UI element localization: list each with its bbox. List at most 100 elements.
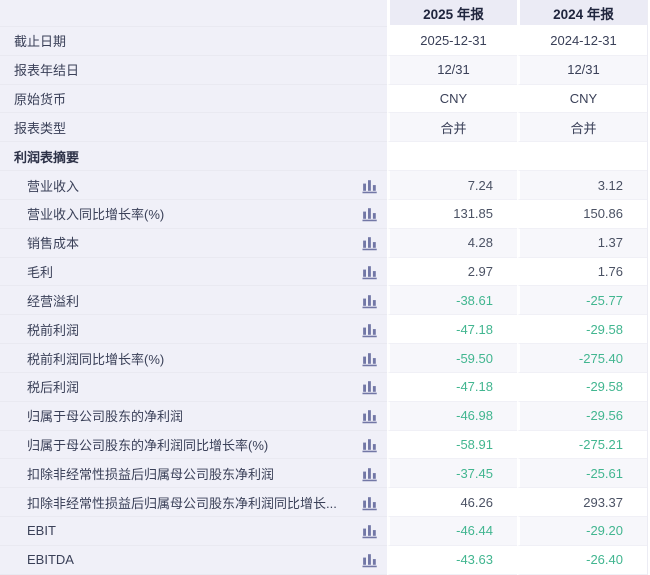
cell-value: -59.50	[456, 350, 493, 366]
bar-chart-icon[interactable]	[361, 234, 378, 251]
cell-value: CNY	[569, 91, 598, 107]
bar-chart-icon[interactable]	[361, 321, 378, 338]
value-cell-2025: -59.50	[387, 344, 517, 373]
row-label: 归属于母公司股东的净利润同比增长率(%)	[27, 438, 269, 453]
cell-value: 131.85	[453, 206, 493, 222]
cell-value: 3.12	[597, 177, 623, 193]
row-label: EBIT	[27, 523, 56, 539]
row-label-cell: 毛利	[0, 257, 387, 287]
table-row: 营业收入同比增长率(%) 131.85 150.86	[0, 199, 650, 229]
table-row: EBIT -46.44 -29.20	[0, 517, 650, 546]
header-spacer	[647, 0, 650, 27]
row-label-cell: EBITDA	[0, 545, 387, 575]
column-header-label: 2025 年报	[423, 6, 484, 22]
value-cell-2024: -29.20	[517, 517, 647, 546]
row-spacer	[647, 315, 650, 345]
cell-value: 12/31	[437, 62, 470, 78]
row-label: 原始货币	[14, 92, 67, 108]
row-label: 税前利润同比增长率(%)	[27, 351, 165, 367]
value-cell-2024: 150.86	[517, 199, 647, 229]
value-cell-2024: -29.56	[517, 401, 647, 431]
cell-value: -25.77	[586, 292, 623, 308]
value-cell-2025: 7.24	[387, 171, 517, 200]
cell-value: 合并	[570, 120, 597, 136]
row-label-cell: 原始货币	[0, 84, 387, 114]
row-label-cell: 利润表摘要	[0, 142, 387, 172]
cell-value: 2024-12-31	[550, 33, 617, 49]
value-cell-2024: 合并	[517, 113, 647, 143]
row-label-cell: 归属于母公司股东的净利润同比增长率(%)	[0, 430, 387, 460]
table-row: 截止日期 2025-12-31 2024-12-31	[0, 27, 650, 56]
bar-chart-icon[interactable]	[361, 378, 378, 395]
cell-value: -29.58	[586, 321, 623, 337]
table-rows: 截止日期 2025-12-31 2024-12-31 报表年结日 12/31 12/31 原…	[0, 27, 650, 575]
row-spacer	[647, 228, 650, 258]
row-spacer	[647, 84, 650, 114]
value-cell-2024: -275.21	[517, 430, 647, 460]
cell-value: -47.18	[456, 321, 493, 337]
bar-chart-icon[interactable]	[361, 177, 378, 194]
value-cell-2025: -38.61	[387, 286, 517, 316]
row-label-cell: EBIT	[0, 517, 387, 546]
row-label: 销售成本	[27, 236, 80, 252]
row-spacer	[647, 286, 650, 316]
row-spacer	[647, 257, 650, 287]
column-header-label: 2024 年报	[553, 6, 614, 22]
row-spacer	[647, 488, 650, 518]
row-label: 税后利润	[27, 380, 80, 396]
value-cell-2024: -25.61	[517, 459, 647, 489]
bar-chart-icon[interactable]	[361, 436, 378, 453]
value-cell-2024: -26.40	[517, 545, 647, 575]
row-spacer	[647, 401, 650, 431]
cell-value: -29.56	[586, 408, 623, 424]
row-label-cell: 经营溢利	[0, 286, 387, 316]
row-label-cell: 税前利润	[0, 315, 387, 345]
bar-chart-icon[interactable]	[361, 465, 378, 482]
table-row: 经营溢利 -38.61 -25.77	[0, 286, 650, 316]
row-label-cell: 归属于母公司股东的净利润	[0, 401, 387, 431]
row-label-cell: 营业收入	[0, 171, 387, 200]
value-cell-2025: -58.91	[387, 430, 517, 460]
value-cell-2024: 1.37	[517, 228, 647, 258]
table-row: 报表类型 合并 合并	[0, 113, 650, 143]
row-label-cell: 报表类型	[0, 113, 387, 143]
value-cell-2025: -46.44	[387, 517, 517, 546]
bar-chart-icon[interactable]	[361, 522, 378, 539]
cell-value: -46.98	[456, 408, 493, 424]
row-label: 税前利润	[27, 322, 80, 338]
cell-value: -47.18	[456, 379, 493, 395]
bar-chart-icon[interactable]	[361, 350, 378, 367]
row-label-cell: 税后利润	[0, 372, 387, 402]
bar-chart-icon[interactable]	[361, 263, 378, 280]
table-row: 扣除非经常性损益后归属母公司股东净利润 -37.45 -25.61	[0, 459, 650, 489]
cell-value: -43.63	[456, 552, 493, 568]
cell-value: 12/31	[567, 62, 600, 78]
row-spacer	[647, 113, 650, 143]
cell-value: 7.24	[467, 177, 493, 193]
header-label-cell	[0, 0, 387, 27]
table-row: 销售成本 4.28 1.37	[0, 228, 650, 258]
row-spacer	[647, 344, 650, 373]
cell-value: CNY	[439, 91, 468, 107]
value-cell-2025: -47.18	[387, 372, 517, 402]
row-label-cell: 报表年结日	[0, 55, 387, 85]
value-cell-2025: 12/31	[387, 55, 517, 85]
value-cell-2024: CNY	[517, 84, 647, 114]
value-cell-2025	[387, 142, 517, 172]
cell-value: -275.21	[578, 437, 623, 452]
bar-chart-icon[interactable]	[361, 407, 378, 424]
cell-value: 合并	[440, 120, 467, 136]
cell-value: 1.37	[597, 235, 623, 251]
bar-chart-icon[interactable]	[361, 292, 378, 309]
row-label: 营业收入	[27, 178, 80, 194]
cell-value: 150.86	[583, 206, 623, 222]
bar-chart-icon[interactable]	[361, 551, 378, 568]
bar-chart-icon[interactable]	[361, 205, 378, 222]
value-cell-2025: -37.45	[387, 459, 517, 489]
table-row: 扣除非经常性损益后归属母公司股东净利润同比增长... 46.26 293.37	[0, 488, 650, 518]
cell-value: 2.97	[467, 264, 493, 280]
row-label: 营业收入同比增长率(%)	[27, 207, 165, 223]
cell-value: -29.58	[586, 379, 623, 395]
bar-chart-icon[interactable]	[361, 494, 378, 511]
